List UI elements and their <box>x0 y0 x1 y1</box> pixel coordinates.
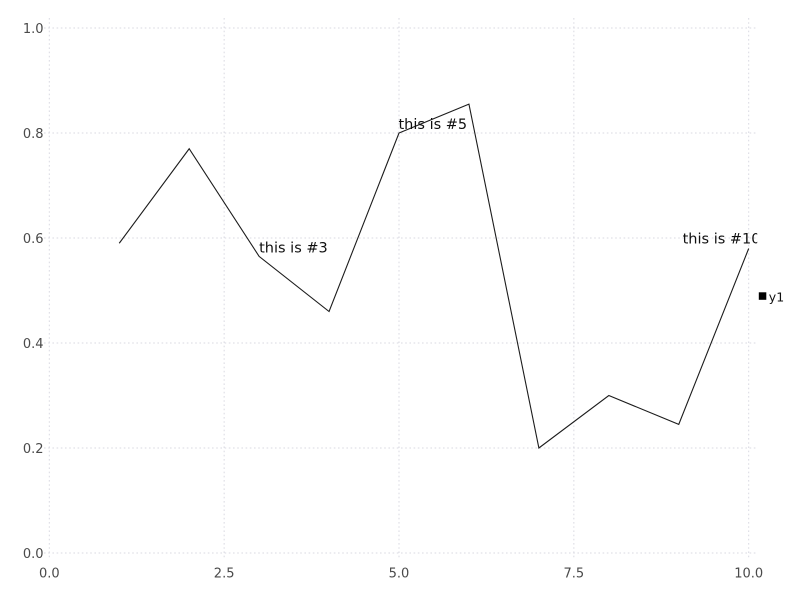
y-tick-label: 0.6 <box>23 232 44 247</box>
annotation-layer: this is #3 this is #5 this is #10 <box>259 117 761 256</box>
series-layer <box>118 103 750 449</box>
legend-label: y1 <box>769 290 784 305</box>
annotation-label: this is #10 <box>683 232 761 248</box>
x-tick-label: 10.0 <box>734 567 763 582</box>
y-tick-label: 0.0 <box>23 547 44 562</box>
annotation-label: this is #5 <box>399 117 468 133</box>
annotation-label: this is #3 <box>259 240 328 256</box>
grid-layer <box>44 18 758 558</box>
legend-marker-square-icon <box>758 292 767 300</box>
y-tick-label: 1.0 <box>23 22 44 37</box>
x-tick-label: 0.0 <box>39 567 60 582</box>
y-tick-label: 0.4 <box>23 337 44 352</box>
series-line-y1 <box>118 103 750 449</box>
y-tick-label: 0.8 <box>23 127 44 142</box>
x-tick-label: 2.5 <box>214 567 235 582</box>
y-tick-label: 0.2 <box>23 442 44 457</box>
x-tick-label: 7.5 <box>564 567 585 582</box>
legend: y1 <box>758 290 784 305</box>
x-axis-tick-labels: 0.0 2.5 5.0 7.5 10.0 <box>39 567 763 582</box>
x-tick-label: 5.0 <box>389 567 410 582</box>
y-axis-tick-labels: 0.0 0.2 0.4 0.6 0.8 1.0 <box>23 22 44 562</box>
